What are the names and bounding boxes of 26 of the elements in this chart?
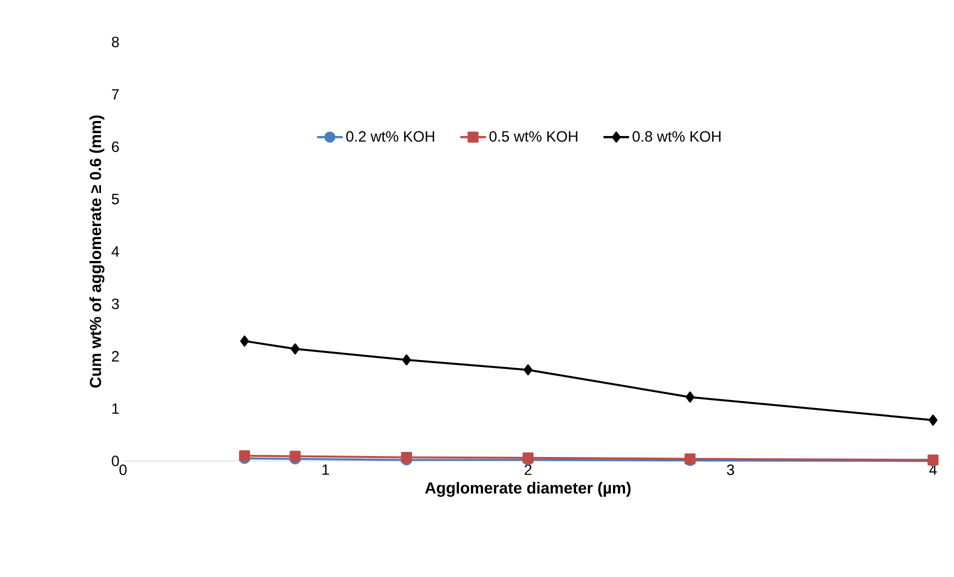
y-tick-label: 0	[112, 456, 119, 466]
point	[290, 343, 300, 354]
point	[240, 336, 249, 347]
x-axis-title: Agglomerate diameter (µm)	[425, 482, 631, 497]
legend-label: 0.2 wt% KOH	[346, 131, 434, 142]
y-tick-label: 4	[112, 246, 120, 257]
point	[401, 452, 412, 463]
y-tick-label: 1	[112, 403, 119, 414]
y-tick-label: 8	[112, 36, 119, 48]
point	[239, 450, 250, 462]
y-tick-label: 7	[112, 89, 119, 100]
y-tick-label: 6	[112, 141, 119, 152]
point	[686, 392, 694, 403]
point	[290, 450, 301, 462]
point	[928, 414, 938, 426]
point	[402, 354, 411, 366]
legend-label: 0.5 wt% KOH	[489, 131, 578, 142]
legend-label: 0.8 wt% KOH	[632, 131, 720, 142]
y-tick-label: 5	[112, 194, 119, 204]
y-tick-label: 3	[112, 298, 119, 310]
point	[524, 364, 532, 376]
x-tick-label: 1	[322, 464, 329, 475]
x-tick-label: 0	[119, 464, 127, 476]
y-tick-label: 2	[112, 351, 119, 362]
y-axis-title: Cum wt% of agglomerate ≥ 0.6 (mm)	[89, 116, 104, 388]
x-tick-label: 3	[726, 464, 734, 476]
